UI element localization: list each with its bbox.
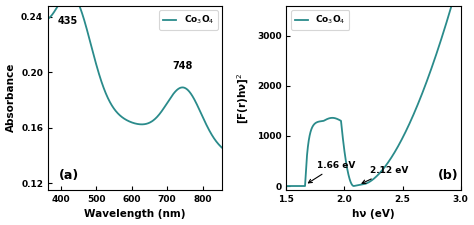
- Legend: Co$_3$O$_4$: Co$_3$O$_4$: [159, 10, 218, 30]
- Legend: Co$_3$O$_4$: Co$_3$O$_4$: [291, 10, 349, 30]
- Text: (b): (b): [438, 169, 458, 182]
- Text: 1.66 eV: 1.66 eV: [309, 161, 355, 183]
- Text: 748: 748: [172, 61, 192, 71]
- X-axis label: hν (eV): hν (eV): [352, 209, 395, 219]
- Y-axis label: Absorbance: Absorbance: [6, 63, 16, 133]
- Y-axis label: [F(r)hν]$^2$: [F(r)hν]$^2$: [236, 72, 251, 124]
- Text: (a): (a): [59, 169, 79, 182]
- Text: 2.12 eV: 2.12 eV: [362, 166, 409, 183]
- Text: 435: 435: [57, 16, 78, 26]
- X-axis label: Wavelength (nm): Wavelength (nm): [84, 209, 186, 219]
